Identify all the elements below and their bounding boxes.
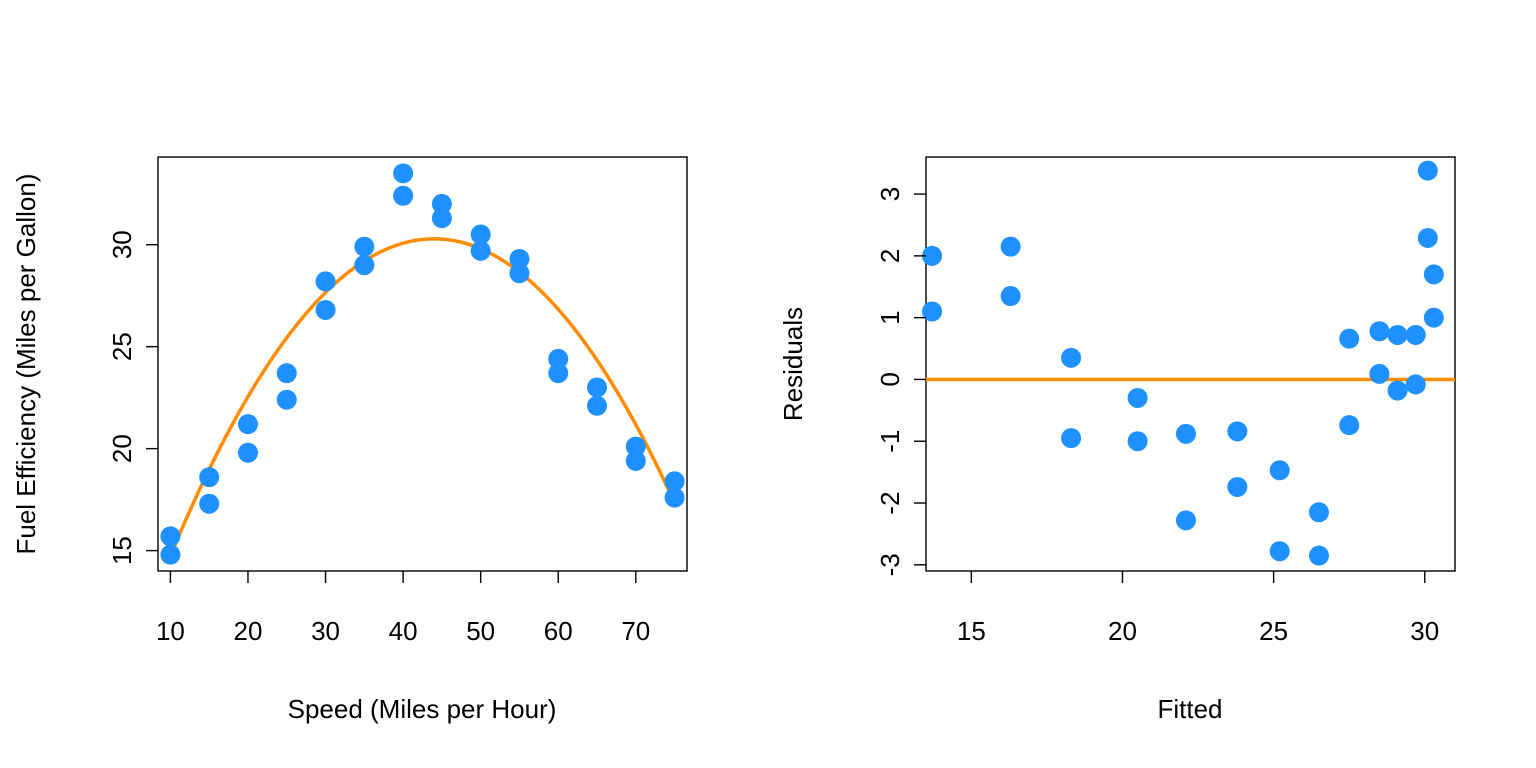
data-point bbox=[315, 299, 336, 320]
x-tick-label: 70 bbox=[621, 616, 650, 646]
data-point bbox=[1227, 421, 1248, 442]
x-tick-label: 25 bbox=[1259, 616, 1288, 646]
x-axis: 15 20 25 30 bbox=[957, 571, 1439, 646]
y-axis-label: Fuel Efficiency (Miles per Gallon) bbox=[11, 174, 41, 555]
data-point bbox=[470, 240, 491, 261]
data-point bbox=[393, 185, 414, 206]
plot-frame bbox=[157, 156, 688, 572]
data-point bbox=[1269, 460, 1290, 481]
data-point bbox=[160, 544, 181, 565]
x-tick-label: 30 bbox=[1410, 616, 1439, 646]
data-point bbox=[509, 248, 530, 269]
y-tick-label: 2 bbox=[875, 249, 905, 263]
data-point bbox=[587, 377, 608, 398]
data-point bbox=[1061, 347, 1082, 368]
x-tick-label: 50 bbox=[466, 616, 495, 646]
data-point bbox=[470, 224, 491, 245]
data-point bbox=[1127, 431, 1148, 452]
speed-vs-efficiency-panel: 10 20 30 40 50 60 70 15 20 25 30 Speed (Miles per… bbox=[11, 156, 688, 724]
x-tick-label: 15 bbox=[957, 616, 986, 646]
data-point bbox=[393, 163, 414, 184]
data-point bbox=[922, 245, 943, 266]
data-point bbox=[1269, 541, 1290, 562]
data-point bbox=[1061, 428, 1082, 449]
x-tick-label: 10 bbox=[156, 616, 185, 646]
x-axis: 10 20 30 40 50 60 70 bbox=[156, 571, 650, 646]
data-point bbox=[1127, 387, 1148, 408]
y-tick-label: 25 bbox=[107, 332, 137, 361]
data-point bbox=[237, 414, 258, 435]
data-point bbox=[1405, 374, 1426, 395]
data-point bbox=[664, 471, 685, 492]
data-point bbox=[1308, 545, 1329, 566]
data-point bbox=[315, 271, 336, 292]
data-point bbox=[1000, 286, 1021, 307]
x-axis-label: Fitted bbox=[1157, 694, 1222, 724]
data-point bbox=[160, 526, 181, 547]
data-point bbox=[354, 255, 375, 276]
x-axis-label: Speed (Miles per Hour) bbox=[288, 694, 557, 724]
y-axis-label: Residuals bbox=[778, 307, 808, 421]
data-point bbox=[509, 263, 530, 284]
data-point bbox=[276, 363, 297, 384]
y-tick-label: 15 bbox=[107, 536, 137, 565]
data-point bbox=[276, 389, 297, 410]
data-point bbox=[431, 193, 452, 214]
data-point bbox=[1000, 236, 1021, 257]
data-point bbox=[1369, 321, 1390, 342]
x-tick-label: 60 bbox=[544, 616, 573, 646]
data-point bbox=[1227, 476, 1248, 497]
data-point bbox=[237, 442, 258, 463]
data-point bbox=[199, 493, 220, 514]
data-point bbox=[1423, 264, 1444, 285]
x-tick-label: 40 bbox=[389, 616, 418, 646]
x-tick-label: 30 bbox=[311, 616, 340, 646]
x-tick-label: 20 bbox=[234, 616, 263, 646]
points-layer bbox=[160, 163, 685, 565]
data-point bbox=[199, 467, 220, 488]
y-tick-label: 3 bbox=[875, 187, 905, 201]
data-point bbox=[1175, 423, 1196, 444]
y-axis: -3 -2 -1 0 1 2 3 bbox=[875, 187, 926, 576]
data-point bbox=[1405, 324, 1426, 345]
data-point bbox=[431, 208, 452, 229]
data-point bbox=[1417, 160, 1438, 181]
data-point bbox=[1387, 324, 1408, 345]
y-tick-label: -2 bbox=[875, 491, 905, 514]
data-point bbox=[625, 436, 646, 457]
data-point bbox=[1339, 415, 1360, 436]
fit-curve-layer bbox=[168, 237, 677, 557]
data-point bbox=[1387, 380, 1408, 401]
y-tick-label: -1 bbox=[875, 430, 905, 453]
points-layer bbox=[922, 160, 1444, 566]
data-point bbox=[1308, 502, 1329, 523]
residuals-panel: 15 20 25 30 -3 -2 -1 0 1 2 3 Fitted Residuals bbox=[778, 156, 1456, 724]
y-axis: 15 20 25 30 bbox=[107, 230, 158, 565]
data-point bbox=[1423, 307, 1444, 328]
y-tick-label: -3 bbox=[875, 553, 905, 576]
data-point bbox=[548, 363, 569, 384]
y-tick-label: 1 bbox=[875, 310, 905, 324]
data-point bbox=[1339, 328, 1360, 349]
data-point bbox=[625, 450, 646, 471]
data-point bbox=[1417, 227, 1438, 248]
data-point bbox=[664, 487, 685, 508]
data-point bbox=[548, 348, 569, 369]
y-tick-label: 0 bbox=[875, 372, 905, 386]
data-point bbox=[922, 301, 943, 322]
data-point bbox=[1369, 363, 1390, 384]
fitted-curve bbox=[168, 237, 677, 557]
y-tick-label: 20 bbox=[107, 434, 137, 463]
data-point bbox=[354, 236, 375, 257]
x-tick-label: 20 bbox=[1108, 616, 1137, 646]
data-point bbox=[1175, 510, 1196, 531]
plot-frame bbox=[925, 156, 1456, 572]
data-point bbox=[587, 395, 608, 416]
y-tick-label: 30 bbox=[107, 230, 137, 259]
